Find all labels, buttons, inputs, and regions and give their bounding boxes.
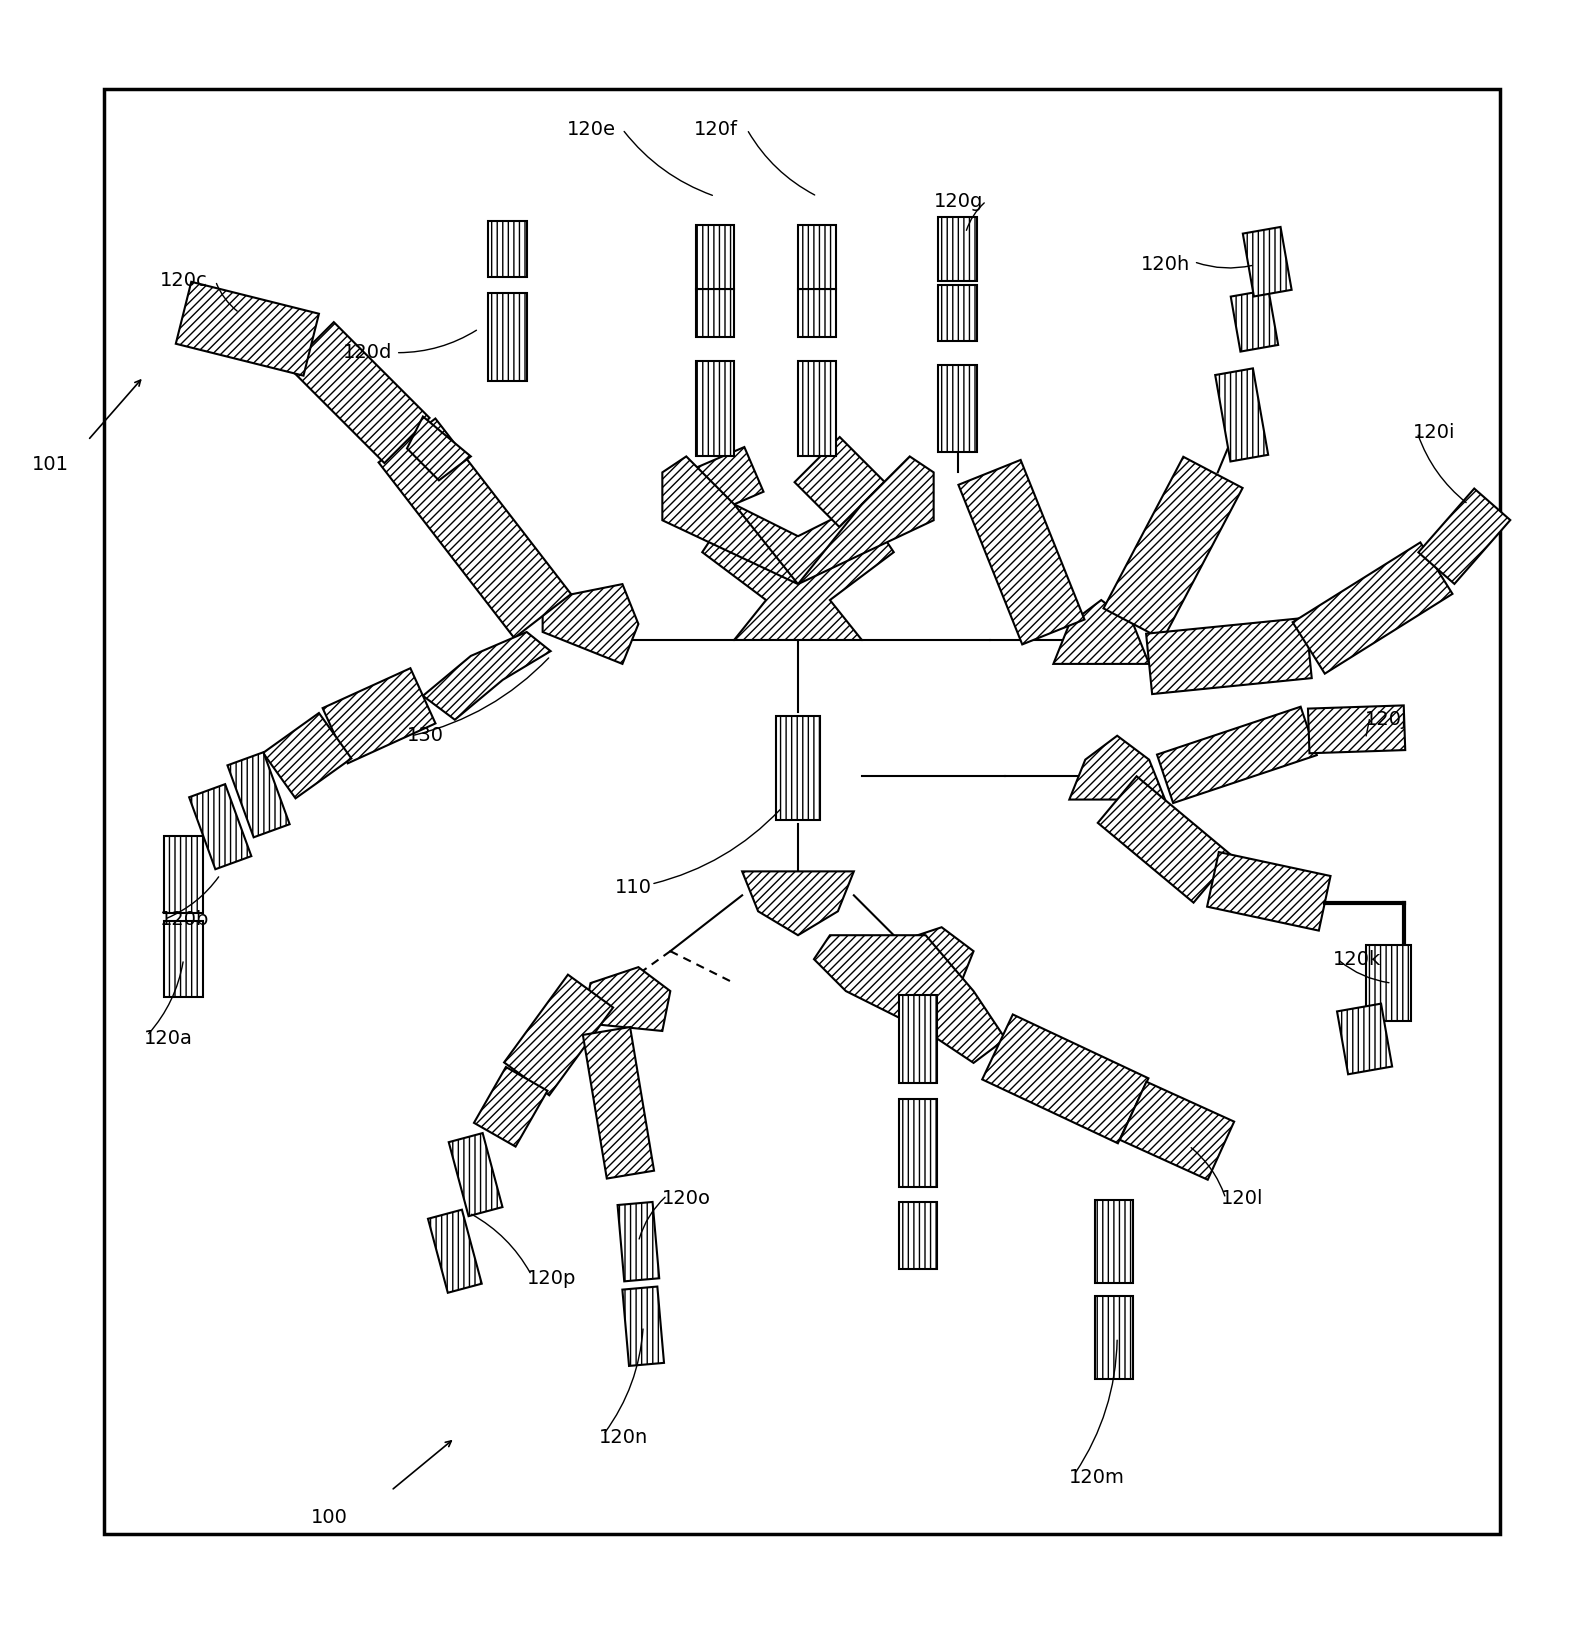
Text: 120p: 120p xyxy=(527,1268,576,1288)
Polygon shape xyxy=(959,460,1084,644)
Polygon shape xyxy=(696,226,734,288)
Polygon shape xyxy=(696,361,734,456)
Polygon shape xyxy=(488,221,527,277)
Text: 120m: 120m xyxy=(1069,1469,1125,1487)
Polygon shape xyxy=(448,1133,503,1215)
Text: 120k: 120k xyxy=(1333,950,1381,968)
Polygon shape xyxy=(1366,945,1411,1021)
Polygon shape xyxy=(583,967,670,1031)
Polygon shape xyxy=(322,669,436,763)
Text: 130: 130 xyxy=(407,726,444,744)
Text: 120a: 120a xyxy=(144,1029,193,1049)
Polygon shape xyxy=(938,285,977,341)
Polygon shape xyxy=(938,364,977,453)
Text: 110: 110 xyxy=(614,878,651,898)
Text: 120g: 120g xyxy=(934,191,983,211)
Polygon shape xyxy=(504,975,613,1095)
Polygon shape xyxy=(1053,600,1149,664)
Text: 120c: 120c xyxy=(160,272,207,290)
Polygon shape xyxy=(1243,227,1291,296)
Text: 120j: 120j xyxy=(1365,710,1408,730)
Polygon shape xyxy=(776,716,820,820)
Polygon shape xyxy=(378,418,571,637)
Polygon shape xyxy=(1120,1082,1234,1179)
Polygon shape xyxy=(798,456,934,585)
Polygon shape xyxy=(618,1202,659,1281)
Polygon shape xyxy=(289,323,429,463)
Polygon shape xyxy=(899,995,937,1082)
Polygon shape xyxy=(164,837,203,912)
Polygon shape xyxy=(423,632,551,720)
Polygon shape xyxy=(622,1286,664,1365)
Polygon shape xyxy=(228,753,289,837)
Polygon shape xyxy=(176,282,319,376)
Polygon shape xyxy=(814,935,1005,1062)
Text: 120o: 120o xyxy=(662,1189,712,1207)
Text: 101: 101 xyxy=(32,455,69,474)
Polygon shape xyxy=(583,1028,654,1179)
Text: 120f: 120f xyxy=(694,120,739,138)
Text: 120n: 120n xyxy=(598,1428,648,1448)
Text: 120e: 120e xyxy=(567,120,616,138)
Polygon shape xyxy=(164,921,203,998)
Text: 120b: 120b xyxy=(160,909,209,929)
Polygon shape xyxy=(686,446,763,517)
Polygon shape xyxy=(1157,707,1317,804)
Polygon shape xyxy=(1098,776,1232,903)
Polygon shape xyxy=(1207,851,1331,931)
Polygon shape xyxy=(1309,705,1404,753)
Polygon shape xyxy=(1103,456,1243,639)
Polygon shape xyxy=(878,927,974,991)
Polygon shape xyxy=(543,585,638,664)
Polygon shape xyxy=(407,417,471,481)
Text: 120i: 120i xyxy=(1412,423,1456,441)
Polygon shape xyxy=(899,1202,937,1268)
Polygon shape xyxy=(1095,1296,1133,1379)
Polygon shape xyxy=(190,784,251,870)
Polygon shape xyxy=(982,1015,1149,1143)
Polygon shape xyxy=(428,1209,482,1293)
Text: 120l: 120l xyxy=(1221,1189,1264,1207)
Polygon shape xyxy=(1215,369,1269,461)
Polygon shape xyxy=(1146,618,1312,693)
Polygon shape xyxy=(938,217,977,282)
Polygon shape xyxy=(795,436,884,527)
Text: 120d: 120d xyxy=(343,343,393,362)
Polygon shape xyxy=(1069,736,1165,799)
Polygon shape xyxy=(742,871,854,935)
Bar xyxy=(104,89,1500,1533)
Polygon shape xyxy=(702,504,894,641)
Polygon shape xyxy=(662,456,798,585)
Polygon shape xyxy=(696,288,734,336)
Polygon shape xyxy=(798,361,836,456)
Polygon shape xyxy=(798,226,836,288)
Polygon shape xyxy=(899,1099,937,1186)
Polygon shape xyxy=(1231,290,1278,351)
Polygon shape xyxy=(1337,1003,1392,1074)
Polygon shape xyxy=(798,288,836,336)
Polygon shape xyxy=(1419,489,1510,585)
Polygon shape xyxy=(1095,1201,1133,1283)
Polygon shape xyxy=(474,1067,547,1146)
Polygon shape xyxy=(263,713,351,799)
Polygon shape xyxy=(1293,542,1452,674)
Polygon shape xyxy=(488,293,527,380)
Text: 100: 100 xyxy=(311,1509,348,1527)
Text: 120h: 120h xyxy=(1141,255,1191,275)
